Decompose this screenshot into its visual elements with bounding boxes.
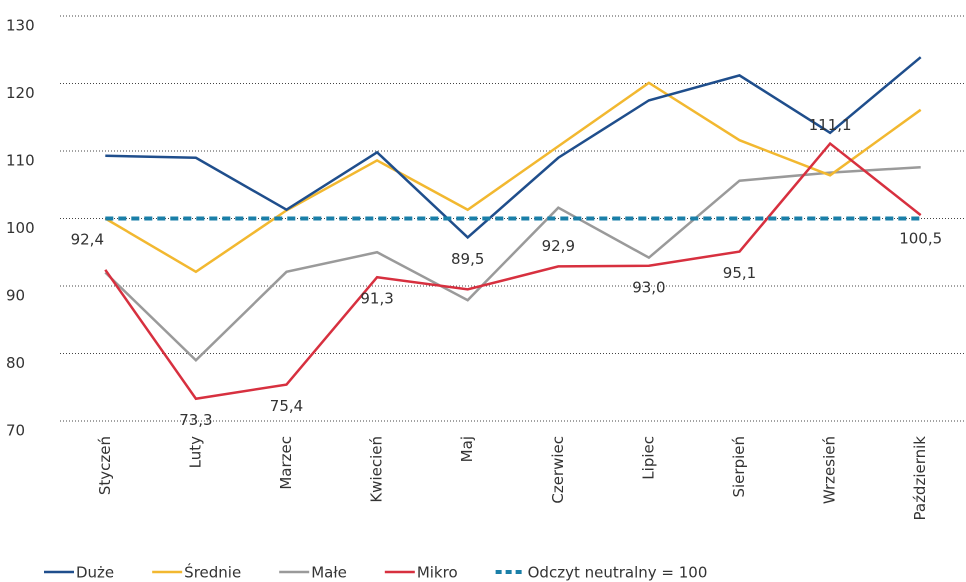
data-label: 75,4 [270, 397, 303, 415]
data-label: 91,3 [360, 290, 393, 308]
x-tick-label: Październik [911, 436, 929, 521]
data-label: 89,5 [451, 250, 484, 268]
data-label: 95,1 [723, 264, 756, 282]
x-tick-label: Lipiec [639, 436, 657, 480]
y-tick-label: 120 [6, 84, 35, 102]
y-tick-label: 70 [6, 422, 25, 440]
series-line [104, 141, 922, 401]
data-label: 92,9 [542, 237, 575, 255]
y-tick-label: 110 [6, 152, 35, 170]
data-label: 93,0 [632, 278, 665, 296]
y-tick-label: 100 [6, 219, 35, 237]
x-tick-label: Maj [458, 436, 476, 462]
legend-label: Średnie [184, 563, 241, 582]
data-label: 92,4 [71, 230, 104, 248]
legend-label: Mikro [417, 564, 458, 582]
series-line [104, 81, 922, 274]
data-label: 100,5 [899, 230, 942, 248]
x-tick-label: Styczeń [96, 436, 114, 495]
y-tick-label: 130 [6, 17, 35, 35]
series-line [104, 165, 921, 362]
legend-label: Odczyt neutralny = 100 [528, 564, 708, 582]
data-label: 111,1 [809, 116, 852, 134]
x-tick-label: Czerwiec [549, 436, 567, 504]
data-label: 73,3 [179, 411, 212, 429]
x-tick-label: Sierpień [730, 436, 748, 498]
legend-label: Małe [311, 564, 347, 582]
y-tick-label: 80 [6, 354, 25, 372]
x-tick-label: Kwiecień [368, 436, 386, 503]
x-tick-label: Marzec [277, 436, 295, 490]
series-line [105, 56, 922, 240]
legend-label: Duże [76, 564, 114, 582]
x-tick-label: Luty [186, 436, 204, 468]
x-tick-label: Wrzesień [821, 436, 839, 504]
y-tick-label: 90 [6, 287, 25, 305]
